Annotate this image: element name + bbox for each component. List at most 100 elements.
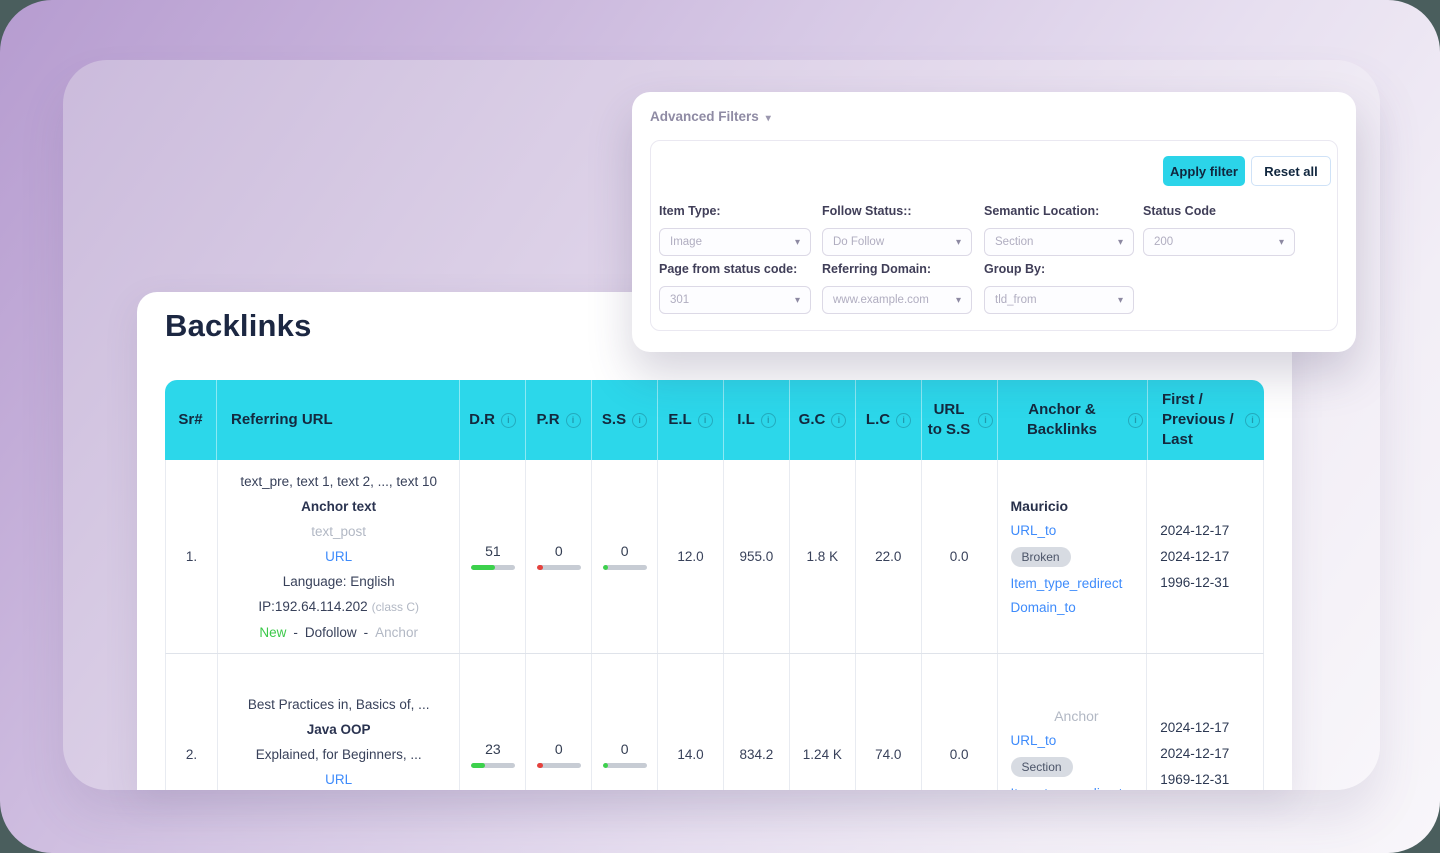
progress-fill bbox=[536, 762, 543, 768]
table-header-row: Sr# Referring URL D.R i P.R i S.S i E.L i I.… bbox=[165, 380, 1264, 460]
advanced-filters-panel: Advanced Filters ▾ Apply filter Reset all… bbox=[632, 92, 1356, 352]
cell-pr: 0 bbox=[526, 654, 593, 790]
cell-url-to-ss: 0.0 bbox=[922, 460, 998, 653]
col-header-label: I.L bbox=[737, 411, 755, 428]
cell-ss: 0 bbox=[592, 654, 659, 790]
col-header-label: P.R bbox=[536, 411, 560, 428]
info-icon[interactable]: i bbox=[500, 412, 516, 428]
cell-gc: 1.8 K bbox=[790, 460, 856, 653]
ref-text-pre: text_pre, text 1, text 2, ..., text 10 bbox=[240, 473, 437, 489]
info-icon[interactable]: i bbox=[978, 412, 993, 428]
apply-filter-button[interactable]: Apply filter bbox=[1163, 156, 1245, 186]
metric-value: 0 bbox=[554, 740, 563, 757]
metric-value: 23 bbox=[485, 740, 501, 757]
progress-bar bbox=[470, 565, 515, 570]
select-value: 301 bbox=[670, 294, 690, 306]
select-value: tld_from bbox=[995, 294, 1037, 306]
advanced-filters-toggle[interactable]: Advanced Filters ▾ bbox=[650, 109, 771, 124]
cell-value: 1.24 K bbox=[802, 746, 842, 762]
field-label-follow-status: Follow Status:: bbox=[822, 204, 912, 218]
info-icon[interactable]: i bbox=[831, 412, 847, 428]
select-value: Section bbox=[995, 236, 1034, 248]
cell-referring-url: Best Practices in, Basics of, ... Java O… bbox=[218, 654, 461, 790]
table-row: 1. text_pre, text 1, text 2, ..., text 1… bbox=[165, 460, 1264, 654]
col-header-el: E.L i bbox=[658, 380, 724, 460]
item-type-redirect-link[interactable]: Item_type_redirect bbox=[1011, 786, 1123, 791]
status-badge: Section bbox=[1010, 756, 1073, 777]
ref-status-line: New - Dofollow - Anchor bbox=[259, 620, 418, 645]
item-type-select[interactable]: Image ▾ bbox=[659, 228, 811, 256]
col-header-pr: P.R i bbox=[526, 380, 592, 460]
info-icon[interactable]: i bbox=[1128, 412, 1143, 428]
chevron-down-icon: ▾ bbox=[794, 294, 800, 306]
col-header-dr: D.R i bbox=[460, 380, 526, 460]
col-header-label: D.R bbox=[469, 411, 495, 428]
info-icon[interactable]: i bbox=[632, 412, 648, 428]
info-icon[interactable]: i bbox=[1245, 412, 1260, 428]
field-label-page-from-status-code: Page from status code: bbox=[659, 262, 798, 276]
cell-value: 12.0 bbox=[677, 549, 704, 564]
advanced-filters-label: Advanced Filters bbox=[650, 109, 759, 124]
select-value: 200 bbox=[1154, 236, 1174, 248]
cell-url-to-ss: 0.0 bbox=[922, 654, 998, 790]
cell-lc: 22.0 bbox=[856, 460, 922, 653]
select-value: Do Follow bbox=[833, 236, 885, 248]
reset-all-button[interactable]: Reset all bbox=[1251, 156, 1331, 186]
url-link[interactable]: URL bbox=[325, 771, 353, 787]
info-icon[interactable]: i bbox=[760, 412, 776, 428]
cell-sr: 2. bbox=[166, 654, 218, 790]
col-header-il: I.L i bbox=[724, 380, 790, 460]
status-code-select[interactable]: 200 ▾ bbox=[1143, 228, 1295, 256]
ip-address: IP:192.64.114.202 bbox=[258, 598, 368, 614]
url-link[interactable]: URL bbox=[325, 548, 353, 564]
group-by-select[interactable]: tld_from ▾ bbox=[984, 286, 1134, 314]
field-label-group-by: Group By: bbox=[984, 262, 1046, 276]
status-new: New bbox=[259, 624, 287, 640]
col-header-label: L.C bbox=[865, 411, 891, 428]
chevron-down-icon: ▾ bbox=[955, 294, 961, 306]
date-previous: 2024-12-17 bbox=[1160, 746, 1230, 761]
date-last: 1969-12-31 bbox=[1160, 772, 1230, 787]
cell-lc: 74.0 bbox=[856, 654, 922, 790]
item-type-redirect-link[interactable]: Item_type_redirect bbox=[1010, 576, 1123, 591]
info-icon[interactable]: i bbox=[697, 412, 713, 428]
metric-value: 0 bbox=[554, 543, 563, 559]
cell-value: 0.0 bbox=[949, 549, 969, 564]
cell-value: 22.0 bbox=[875, 549, 902, 564]
progress-bar bbox=[602, 565, 647, 570]
info-icon[interactable]: i bbox=[896, 412, 912, 428]
col-header-label: First / Previous / Last bbox=[1162, 391, 1234, 448]
field-label-status-code: Status Code bbox=[1143, 204, 1216, 218]
progress-fill bbox=[602, 762, 608, 768]
url-to-link[interactable]: URL_to bbox=[1010, 732, 1057, 748]
col-header-label: URL to S.S bbox=[927, 401, 971, 438]
status-dofollow: Dofollow bbox=[304, 624, 357, 640]
cell-value: 14.0 bbox=[677, 746, 704, 762]
chevron-down-icon: ▾ bbox=[955, 236, 961, 248]
domain-to-link[interactable]: Domain_to bbox=[1010, 600, 1076, 615]
ref-language: Language: English bbox=[282, 573, 395, 589]
select-value: www.example.com bbox=[833, 294, 929, 306]
progress-bar bbox=[536, 762, 581, 768]
follow-status-select[interactable]: Do Follow ▾ bbox=[822, 228, 972, 256]
info-icon[interactable]: i bbox=[565, 412, 581, 428]
col-header-referring-url: Referring URL bbox=[217, 380, 460, 460]
ref-text-pre: Best Practices in, Basics of, ... bbox=[247, 696, 430, 712]
col-header-label: Sr# bbox=[178, 411, 203, 428]
page-title: Backlinks bbox=[165, 308, 312, 343]
col-header-url-to-ss: URL to S.S i bbox=[922, 380, 998, 460]
semantic-location-select[interactable]: Section ▾ bbox=[984, 228, 1134, 256]
progress-fill bbox=[470, 762, 485, 768]
referring-domain-select[interactable]: www.example.com ▾ bbox=[822, 286, 972, 314]
col-header-lc: L.C i bbox=[856, 380, 922, 460]
field-label-referring-domain: Referring Domain: bbox=[822, 262, 932, 276]
page-from-status-code-select[interactable]: 301 ▾ bbox=[659, 286, 811, 314]
ref-ip-line: IP:192.64.114.202 (class C) bbox=[258, 594, 419, 620]
url-to-link[interactable]: URL_to bbox=[1010, 523, 1057, 538]
ref-text-post: text_post bbox=[311, 523, 367, 539]
cell-anchor-backlinks: Mauricio URL_to Broken Item_type_redirec… bbox=[998, 460, 1148, 653]
chevron-down-icon: ▾ bbox=[1278, 236, 1284, 248]
col-header-anchor-backlinks: Anchor & Backlinks i bbox=[998, 380, 1148, 460]
progress-fill bbox=[470, 565, 496, 570]
ip-class-note: (class C) bbox=[371, 599, 420, 614]
